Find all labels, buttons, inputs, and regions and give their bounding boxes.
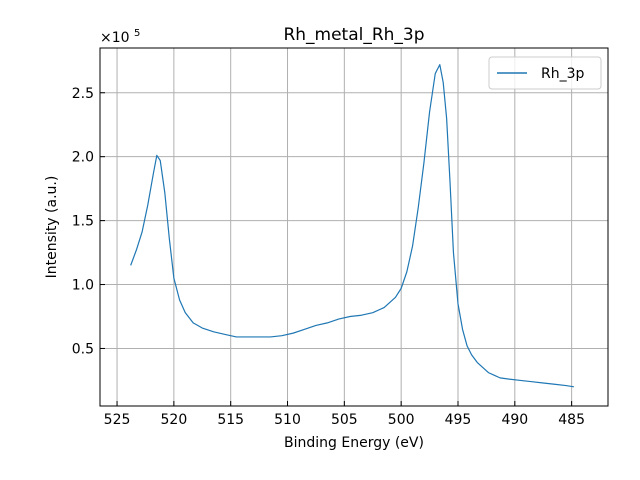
x-tick-label: 490 [501,412,528,428]
series-line-rh-3p [130,64,575,388]
x-tick-label: 500 [388,412,415,428]
legend-box [488,56,602,90]
x-tick-label: 520 [161,412,188,428]
x-axis-label: Binding Energy (eV) [284,435,424,451]
legend-label-rh-3p: Rh_3p [541,66,585,82]
y-axis-label: Intensity (a.u.) [44,176,60,279]
x-tick-label: 505 [331,412,358,428]
x-tick-label: 510 [274,412,301,428]
x-tick-label: 485 [558,412,585,428]
y-tick-label: 1.0 [72,278,94,294]
y-tick-label: 2.5 [72,86,94,102]
tick-layer: 525 520 515 510 505 500 495 490 485 0.5 1.0 1.5 2.0 2… [72,86,585,428]
x-tick-label: 515 [217,412,244,428]
y-axis-multiplier-exponent: 5 [134,28,140,39]
y-tick-label: 0.5 [72,341,94,357]
y-tick-label: 2.0 [72,150,94,166]
x-tick-label: 525 [104,412,131,428]
y-axis-multiplier: ×10 5 [100,28,140,46]
series-layer [130,64,575,388]
plot-frame [99,47,609,407]
x-tick-label: 495 [445,412,472,428]
chart-title: Rh_metal_Rh_3p [283,25,424,45]
legend: Rh_3p [488,56,602,90]
y-tick-label: 1.5 [72,214,94,230]
y-axis-multiplier-base: ×10 [100,30,130,46]
grid-layer [100,48,608,406]
